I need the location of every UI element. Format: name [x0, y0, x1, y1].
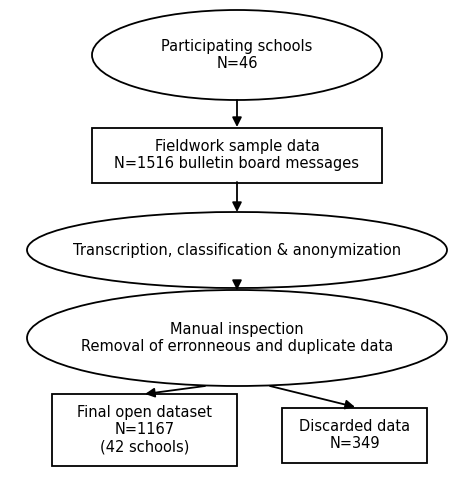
Text: Fieldwork sample data
N=1516 bulletin board messages: Fieldwork sample data N=1516 bulletin bo… [115, 139, 359, 171]
Bar [283, 408, 428, 463]
Text: Discarded data
N=349: Discarded data N=349 [300, 419, 410, 451]
Text: Final open dataset
N=1167
(42 schools): Final open dataset N=1167 (42 schools) [78, 405, 212, 455]
Bar [92, 128, 382, 182]
Bar [53, 394, 237, 466]
Text: Participating schools
N=46: Participating schools N=46 [161, 39, 313, 71]
Text: Transcription, classification & anonymization: Transcription, classification & anonymiz… [73, 242, 401, 257]
Text: Manual inspection
Removal of erronneous and duplicate data: Manual inspection Removal of erronneous … [81, 322, 393, 354]
